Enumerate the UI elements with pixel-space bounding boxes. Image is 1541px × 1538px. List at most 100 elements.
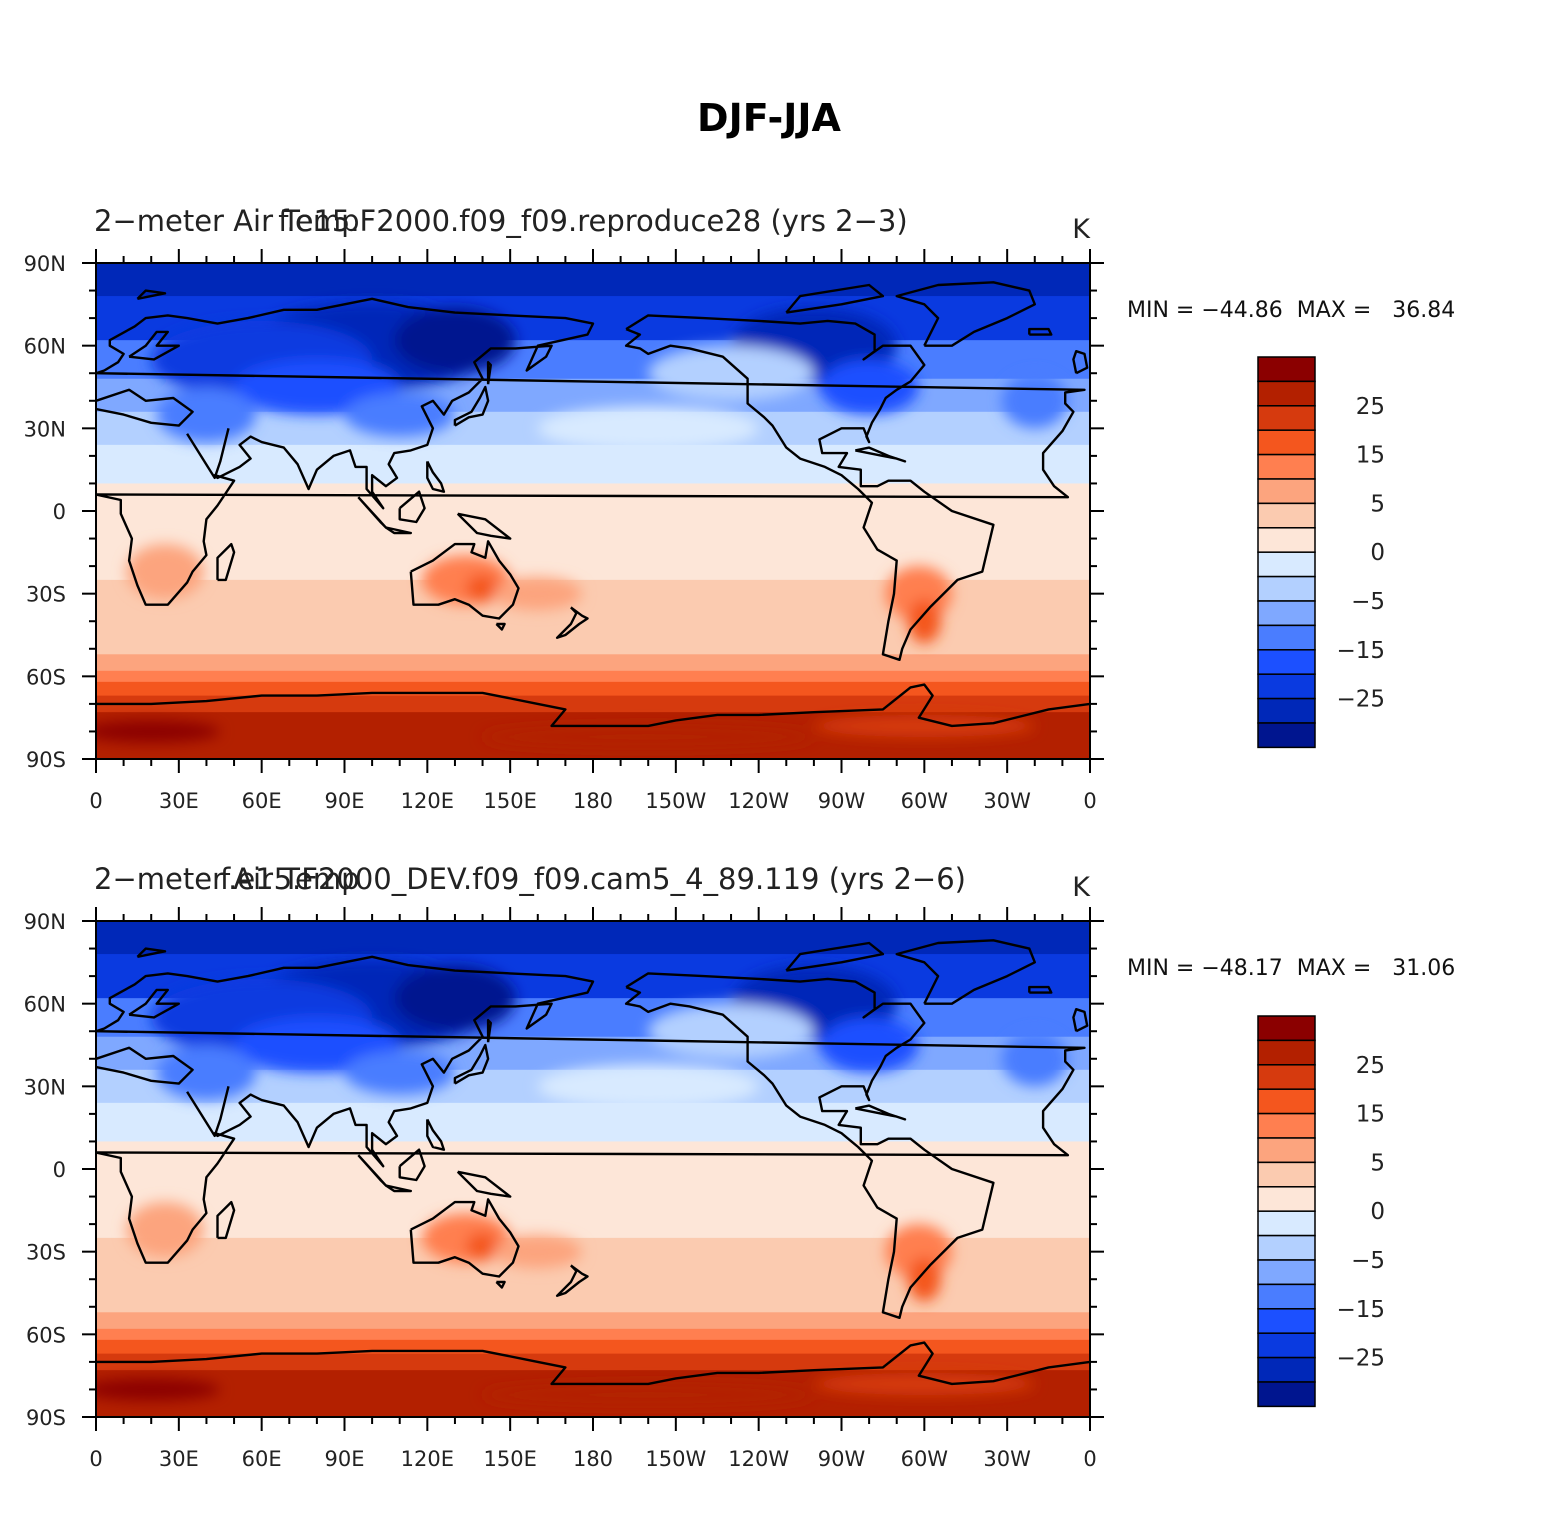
colorbar-swatch bbox=[1257, 429, 1316, 456]
x-tick-label: 180 bbox=[573, 789, 613, 813]
canadian-archipelago bbox=[785, 941, 885, 972]
new-zealand bbox=[555, 606, 589, 639]
colorbar-swatch bbox=[1257, 356, 1316, 383]
australia bbox=[409, 1198, 520, 1278]
field-region-10 bbox=[537, 1064, 759, 1109]
x-tick-label: 180 bbox=[573, 1447, 613, 1471]
greenland bbox=[895, 939, 1036, 1005]
colorbar-label: 0 bbox=[1370, 1199, 1385, 1225]
x-tick-label: 90E bbox=[325, 789, 365, 813]
field-region-10 bbox=[537, 406, 759, 451]
canadian-archipelago bbox=[785, 283, 885, 314]
colorbar-label: 25 bbox=[1356, 1053, 1385, 1079]
colorbar-swatch bbox=[1257, 551, 1316, 578]
colorbar-swatch bbox=[1257, 1137, 1316, 1164]
x-tick-label: 150E bbox=[483, 789, 536, 813]
new-guinea bbox=[456, 512, 512, 540]
kamchatka-sakhalin bbox=[486, 1019, 492, 1043]
x-tick-label: 60E bbox=[242, 1447, 282, 1471]
x-tick-label: 90W bbox=[818, 1447, 866, 1471]
x-tick-label: 120E bbox=[401, 789, 454, 813]
colorbar-swatch bbox=[1257, 453, 1316, 480]
colorbar-swatch bbox=[1257, 478, 1316, 505]
map-panel-2: 0 30E 60E 90E 120E 150E 180 150W 120W 90W 60W 30W 09… bbox=[24, 862, 1456, 1471]
java bbox=[385, 1184, 412, 1193]
panel-1-stats: MIN = −44.86 MAX = 36.84 bbox=[1127, 298, 1455, 323]
panel-1-title-left: 2−meter Air Temp bbox=[94, 204, 360, 238]
colorbar-label: 15 bbox=[1356, 1102, 1385, 1128]
y-tick-label: 0 bbox=[53, 1158, 66, 1182]
field-band-5 bbox=[96, 1102, 1090, 1142]
y-tick-label: 60S bbox=[26, 1323, 66, 1347]
panel-2-units: K bbox=[1072, 872, 1091, 903]
colorbar-swatch bbox=[1257, 1112, 1316, 1139]
colorbar-swatch bbox=[1257, 1064, 1316, 1090]
panel-1-title-center: f.e15.F2000.f09_f09.reproduce28 (yrs 2−3… bbox=[278, 204, 907, 238]
field-region-8 bbox=[648, 1003, 814, 1059]
field-region-5 bbox=[344, 392, 455, 437]
panel-2-stats: MIN = −48.17 MAX = 31.06 bbox=[1127, 956, 1455, 981]
colorbar-label: 5 bbox=[1370, 491, 1385, 517]
y-tick-label: 60S bbox=[26, 665, 66, 689]
cuba-caribbean bbox=[855, 1104, 907, 1121]
field-band-6 bbox=[96, 1141, 1090, 1203]
british-isles bbox=[1072, 1008, 1089, 1033]
colorbar-swatch bbox=[1257, 380, 1316, 407]
field-region-8 bbox=[648, 345, 814, 401]
colorbar-swatch bbox=[1257, 1161, 1316, 1188]
scandinavia-baltic bbox=[128, 330, 180, 361]
colorbar-label: −25 bbox=[1336, 687, 1385, 713]
colorbar-swatch bbox=[1257, 722, 1316, 749]
x-tick-label: 30E bbox=[159, 789, 199, 813]
x-tick-label: 30W bbox=[983, 1447, 1031, 1471]
y-tick-label: 60N bbox=[24, 993, 66, 1017]
x-tick-label: 0 bbox=[1083, 789, 1096, 813]
x-tick-label: 0 bbox=[89, 1447, 102, 1471]
x-tick-label: 60E bbox=[242, 789, 282, 813]
eurasia-africa-coast bbox=[96, 297, 1086, 606]
y-tick-label: 30S bbox=[26, 1241, 66, 1265]
antarctica bbox=[96, 1341, 1090, 1386]
y-tick-label: 30S bbox=[26, 583, 66, 607]
americas-coast bbox=[624, 314, 995, 661]
field-band-9 bbox=[96, 654, 1090, 672]
field-band-6 bbox=[96, 483, 1090, 545]
x-tick-label: 0 bbox=[1083, 1447, 1096, 1471]
sumatra bbox=[357, 496, 388, 529]
colorbar-label: 25 bbox=[1356, 394, 1385, 420]
field-region-17 bbox=[96, 1378, 221, 1401]
mediterranean bbox=[96, 388, 194, 427]
arabian-red-sea bbox=[186, 1086, 230, 1138]
field-region-1 bbox=[394, 307, 516, 374]
x-tick-label: 150W bbox=[645, 789, 706, 813]
field-band-11 bbox=[96, 1339, 1090, 1355]
colorbar-swatch bbox=[1257, 1234, 1316, 1261]
field-band-5 bbox=[96, 444, 1090, 484]
panel-1-ticks: 0 30E 60E 90E 120E 150E 180 150W 120W 90W 60W 30W 09… bbox=[24, 249, 1104, 813]
colorbar-label: −5 bbox=[1351, 1248, 1385, 1274]
x-tick-label: 120W bbox=[728, 1447, 789, 1471]
field-region-15 bbox=[907, 1257, 941, 1302]
colorbar-swatch bbox=[1257, 1039, 1316, 1066]
panel-2-coastlines bbox=[96, 939, 1090, 1386]
japan bbox=[453, 385, 490, 427]
panel-2-ticks: 0 30E 60E 90E 120E 150E 180 150W 120W 90W 60W 30W 09… bbox=[24, 907, 1104, 1471]
tasmania bbox=[495, 1280, 506, 1289]
field-band-11 bbox=[96, 681, 1090, 697]
x-tick-label: 90E bbox=[325, 1447, 365, 1471]
borneo bbox=[398, 490, 426, 524]
new-guinea bbox=[456, 1170, 512, 1198]
y-tick-label: 30N bbox=[24, 417, 66, 441]
field-band-10 bbox=[96, 1328, 1090, 1341]
colorbar-swatch bbox=[1257, 1186, 1316, 1212]
field-region-19 bbox=[813, 714, 1035, 737]
colorbar-swatch bbox=[1257, 502, 1316, 529]
colorbar-swatch bbox=[1257, 405, 1316, 431]
field-region-16 bbox=[493, 1235, 582, 1269]
field-region-13 bbox=[465, 574, 500, 602]
x-tick-label: 30W bbox=[983, 789, 1031, 813]
colorbar-swatch bbox=[1257, 1332, 1316, 1359]
field-region-16 bbox=[493, 577, 582, 611]
eurasia-africa-coast bbox=[96, 955, 1086, 1264]
